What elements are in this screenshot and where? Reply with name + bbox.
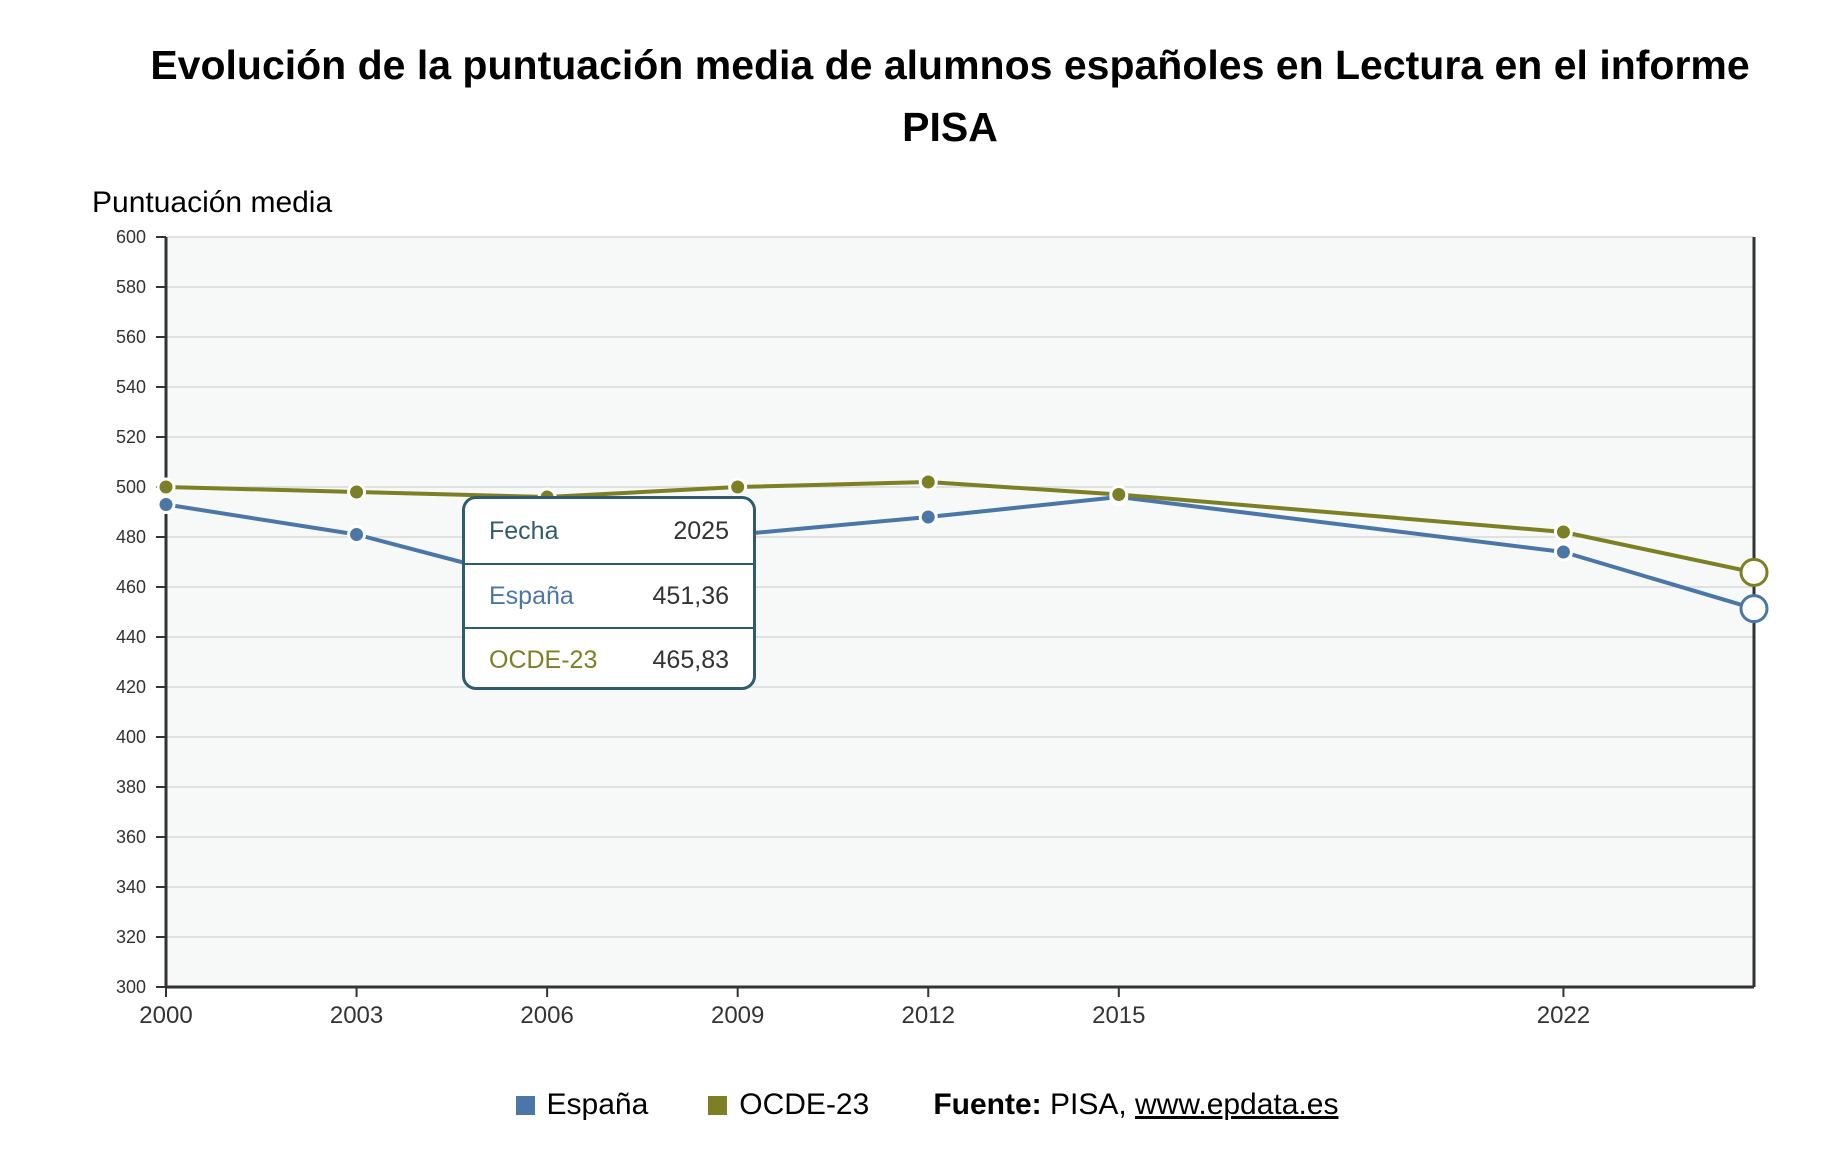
y-tick-label: 520 [116,427,146,447]
y-tick-label: 500 [116,477,146,497]
data-point-espana [1739,594,1769,624]
line-chart: 300 320 340 360 380 400 420 440 460 480 500 520 540 5… [116,227,1769,1029]
y-tick-label: 560 [116,327,146,347]
data-point-ocde [1739,557,1769,587]
data-point-espana [918,507,938,527]
tooltip-row-ocde: OCDE-23 465,83 [465,627,753,687]
legend-swatch [708,1095,728,1115]
data-point-ocde [1553,522,1573,542]
data-point-ocde [1109,485,1129,504]
tooltip-row-fecha: Fecha 2025 [465,499,753,563]
x-tick-label: 2012 [902,1002,955,1029]
y-tick-label: 460 [116,577,146,597]
tooltip-value: 2025 [673,516,729,545]
chart-tooltip: Fecha 2025 España 451,36 OCDE-23 465,83 [462,496,756,690]
data-point-espana [347,525,367,544]
x-tick-label: 2022 [1537,1002,1590,1029]
tooltip-value: 451,36 [652,581,729,610]
y-tick-label: 600 [116,227,146,247]
data-point-espana [1553,542,1573,562]
y-tick-label: 380 [116,777,146,797]
y-tick-label: 440 [116,627,146,647]
x-tick-label: 2006 [520,1002,573,1029]
data-point-ocde [347,482,367,502]
chart-title: Evolución de la puntuación media de alum… [150,42,1750,150]
data-point-ocde [918,472,938,492]
y-tick-label: 580 [116,277,146,297]
series-line-espana [165,495,1755,611]
y-tick-label: 540 [116,377,146,397]
y-tick-label: 400 [116,727,146,747]
y-axis-label: Puntuación media [92,186,333,219]
tooltip-value: 465,83 [652,645,729,674]
legend-label: OCDE-23 [739,1088,870,1121]
chart-legend: España OCDE-23 Fuente: PISA, www.epdata.… [0,1088,1824,1122]
tooltip-label: España [489,581,574,610]
tooltip-row-espana: España 451,36 [465,563,753,627]
x-tick-label: 2015 [1092,1002,1145,1029]
plot-area [166,237,1754,987]
tooltip-label: Fecha [489,516,559,545]
legend-item-ocde[interactable]: OCDE-23 [708,1088,869,1122]
x-tick-label: 2003 [330,1002,383,1029]
legend-swatch [515,1095,535,1115]
y-tick-label: 320 [116,927,146,947]
x-tick-label: 2000 [139,1002,192,1029]
source-text: PISA, [1041,1088,1136,1121]
source-label: Fuente: [933,1088,1042,1121]
series-line-ocde [165,480,1755,575]
legend-label: España [546,1088,649,1121]
y-tick-label: 360 [116,827,146,847]
y-tick-label: 420 [116,677,146,697]
y-tick-label: 340 [116,877,146,897]
y-tick-label: 300 [116,977,146,997]
x-tick-label: 2009 [711,1002,764,1029]
tooltip-label: OCDE-23 [489,645,598,674]
source-link[interactable]: www.epdata.es [1135,1088,1339,1121]
legend-item-espana[interactable]: España [515,1088,649,1122]
data-point-espana [156,495,176,514]
data-point-ocde [156,477,176,497]
source-credit: Fuente: PISA, www.epdata.es [933,1088,1338,1122]
data-point-ocde [728,477,748,497]
y-tick-label: 480 [116,527,146,547]
